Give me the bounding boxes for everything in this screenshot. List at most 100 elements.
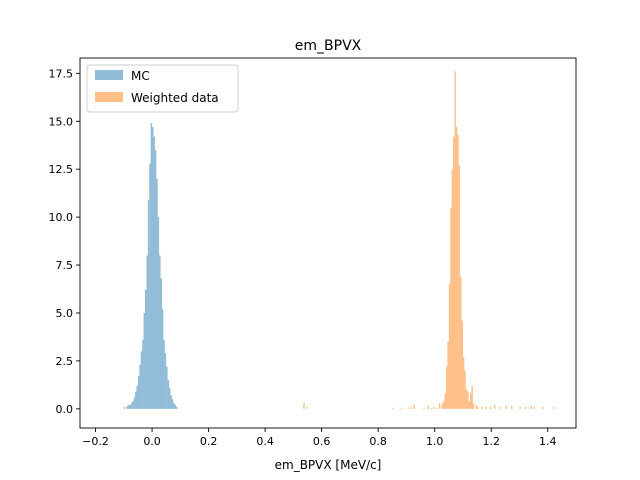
bar-weighted-data <box>438 403 441 409</box>
bar-weighted-data <box>453 136 455 409</box>
bar-weighted-data <box>511 405 513 409</box>
bar-weighted-data <box>306 406 308 409</box>
y-tick-label: 15.0 <box>49 115 74 128</box>
bar-mc <box>128 404 130 409</box>
bar-weighted-data <box>505 405 507 409</box>
bar-mc <box>135 391 137 409</box>
axes-frame <box>79 57 577 429</box>
chart-title: em_BPVX <box>295 38 362 54</box>
bar-mc <box>149 163 151 409</box>
y-tick-label: 2.5 <box>56 355 74 368</box>
bar-weighted-data <box>427 405 430 409</box>
bar-weighted-data <box>458 165 461 409</box>
bar-mc <box>163 339 165 409</box>
bar-weighted-data <box>423 407 425 409</box>
bar-mc <box>153 136 155 409</box>
bar-mc <box>171 399 174 409</box>
x-tick-label: 0.4 <box>256 435 274 448</box>
bar-mc <box>136 385 138 409</box>
bar-mc <box>145 289 147 409</box>
x-tick-label: 1.2 <box>482 435 500 448</box>
bar-mc <box>143 312 145 409</box>
bar-weighted-data <box>494 404 496 409</box>
bar-weighted-data <box>499 406 502 409</box>
bar-mc <box>150 123 153 409</box>
y-tick-label: 12.5 <box>49 163 74 176</box>
bar-mc <box>152 127 154 409</box>
bar-mc <box>161 309 164 409</box>
bar-weighted-data <box>525 406 527 409</box>
bar-weighted-data <box>430 407 432 409</box>
bar-mc <box>146 255 148 409</box>
bar-weighted-data <box>400 407 403 409</box>
bar-weighted-data <box>471 385 473 409</box>
bar-weighted-data <box>413 404 415 409</box>
bar-mc <box>176 406 178 409</box>
bar-weighted-data <box>542 406 544 409</box>
bar-weighted-data <box>436 407 438 409</box>
bar-weighted-data <box>470 393 472 409</box>
x-tick-label: 1.4 <box>539 435 557 448</box>
bar-weighted-data <box>447 341 449 409</box>
bar-weighted-data <box>444 393 446 409</box>
bar-weighted-data <box>489 406 492 409</box>
bar-weighted-data <box>392 407 394 409</box>
bar-weighted-data <box>481 406 483 409</box>
bar-mc <box>133 397 136 409</box>
legend-swatch-mc <box>95 70 123 80</box>
x-tick-label: −0.2 <box>82 435 109 448</box>
bar-weighted-data <box>477 406 479 409</box>
bar-weighted-data <box>464 370 466 409</box>
legend-label-weighted-data: Weighted data <box>131 91 219 105</box>
bar-mc <box>137 376 140 409</box>
bar-mc <box>123 406 126 409</box>
bar-weighted-data <box>457 134 459 409</box>
bar-weighted-data <box>433 406 435 409</box>
bar-weighted-data <box>410 406 413 409</box>
bars-layer <box>123 71 555 409</box>
y-tick-label: 10.0 <box>49 211 74 224</box>
bar-weighted-data <box>467 391 469 409</box>
bar-mc <box>164 353 167 409</box>
bar-weighted-data <box>519 406 521 409</box>
bar-weighted-data <box>553 406 555 409</box>
bar-weighted-data <box>461 320 463 409</box>
bar-mc <box>169 387 171 409</box>
bar-weighted-data <box>485 406 487 409</box>
bar-weighted-data <box>475 404 478 409</box>
bar-mc <box>132 401 134 409</box>
y-tick-label: 5.0 <box>56 307 74 320</box>
x-axis-label: em_BPVX [MeV/c] <box>275 458 382 472</box>
bar-weighted-data <box>451 169 454 409</box>
bar-mc <box>147 199 150 409</box>
bar-weighted-data <box>445 366 448 409</box>
bar-mc <box>154 150 157 409</box>
bar-weighted-data <box>462 357 465 409</box>
y-axis-ticks: 0.0 2.5 5.0 7.5 10.0 12.5 15.0 17.5 <box>49 67 80 416</box>
bar-weighted-data <box>303 403 305 409</box>
x-tick-label: 1.0 <box>426 435 444 448</box>
legend-box <box>86 64 239 113</box>
legend: MC Weighted data <box>86 64 239 113</box>
y-tick-label: 17.5 <box>49 67 74 80</box>
bar-mc <box>160 278 162 409</box>
bar-mc <box>142 339 144 409</box>
bar-weighted-data <box>533 406 536 409</box>
bar-weighted-data <box>450 207 452 409</box>
bar-weighted-data <box>465 389 468 409</box>
x-tick-label: 0.2 <box>200 435 218 448</box>
bar-mc <box>167 380 170 409</box>
x-axis-ticks: −0.2 0.0 0.2 0.4 0.6 0.8 1.0 1.2 1.4 <box>82 428 556 448</box>
bar-weighted-data <box>441 403 444 409</box>
bar-mc <box>159 255 161 409</box>
bar-weighted-data <box>530 405 533 409</box>
y-tick-label: 0.0 <box>56 403 74 416</box>
x-tick-label: 0.8 <box>369 435 387 448</box>
bar-mc <box>173 403 175 409</box>
bar-weighted-data <box>454 71 456 409</box>
bar-mc <box>170 395 172 409</box>
bar-weighted-data <box>448 284 451 409</box>
bar-mc <box>140 351 143 409</box>
x-tick-label: 0.6 <box>313 435 331 448</box>
